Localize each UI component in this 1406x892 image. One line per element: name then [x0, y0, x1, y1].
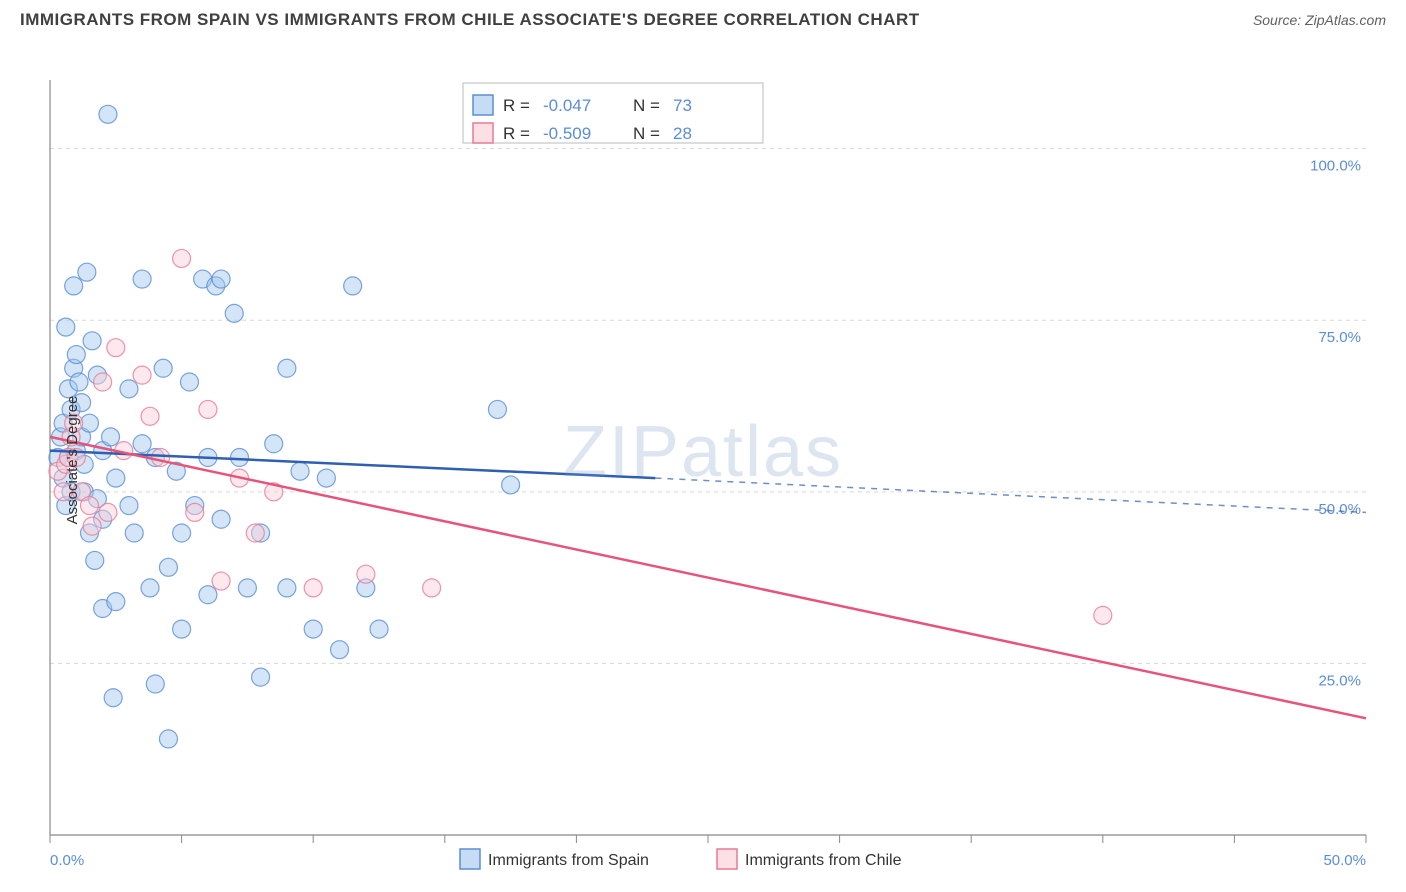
- svg-text:R =: R =: [503, 96, 530, 115]
- svg-text:-0.047: -0.047: [543, 96, 591, 115]
- svg-text:50.0%: 50.0%: [1318, 501, 1361, 518]
- svg-text:75.0%: 75.0%: [1318, 329, 1361, 346]
- svg-text:0.0%: 0.0%: [50, 852, 84, 869]
- chart-title: IMMIGRANTS FROM SPAIN VS IMMIGRANTS FROM…: [20, 10, 920, 30]
- svg-text:Immigrants from Spain: Immigrants from Spain: [488, 852, 649, 869]
- svg-text:100.0%: 100.0%: [1310, 158, 1361, 175]
- scatter-chart: 25.0% 50.0% 75.0% 100.0% 0.0% 50.0% R = -0.047 N…: [0, 35, 1406, 885]
- chart-container: Associate's Degree ZIPatlas 25.0%50.0%75…: [0, 35, 1406, 885]
- svg-text:N =: N =: [633, 124, 660, 143]
- svg-text:Immigrants from Chile: Immigrants from Chile: [745, 852, 902, 869]
- svg-text:R =: R =: [503, 124, 530, 143]
- svg-text:25.0%: 25.0%: [1318, 672, 1361, 689]
- svg-text:28: 28: [673, 124, 692, 143]
- svg-text:73: 73: [673, 96, 692, 115]
- svg-text:-0.509: -0.509: [543, 124, 591, 143]
- y-axis-label: Associate's Degree: [64, 396, 81, 525]
- svg-text:50.0%: 50.0%: [1323, 852, 1366, 869]
- svg-text:N =: N =: [633, 96, 660, 115]
- source-label: Source: ZipAtlas.com: [1253, 12, 1386, 28]
